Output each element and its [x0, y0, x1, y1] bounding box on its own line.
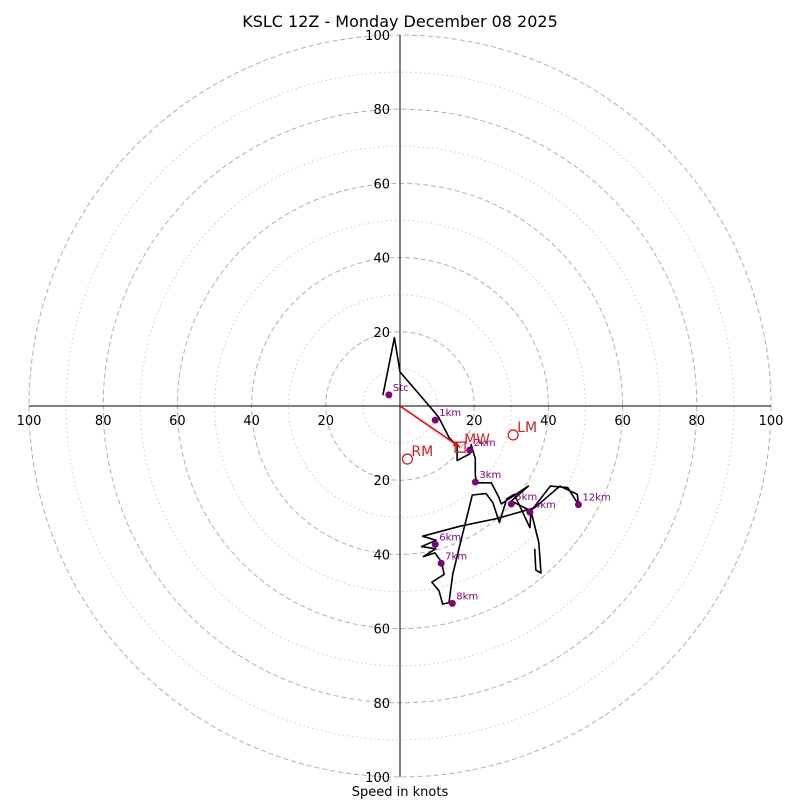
motion-label: MW [464, 432, 490, 448]
height-marker [448, 599, 456, 607]
tick-label-bottom: 100 [365, 771, 390, 786]
motion-label: LM [517, 420, 537, 436]
hodograph-trace [382, 336, 580, 605]
height-label: 1km [439, 408, 461, 419]
height-point-6km: 6km [431, 532, 461, 548]
height-marker [507, 500, 515, 508]
tick-label-bottom: 20 [373, 474, 390, 489]
storm-motion-lm: LM [507, 420, 537, 441]
tick-label-top: 20 [373, 326, 390, 341]
motion-label: RM [411, 444, 433, 460]
height-label: 3km [479, 470, 501, 481]
height-label: 12km [582, 493, 610, 504]
tick-label-left: 60 [169, 414, 186, 429]
tick-label-left: 20 [318, 414, 335, 429]
mean-wind-arrow-shaft [399, 405, 461, 448]
height-marker [471, 478, 479, 486]
height-label: 8km [456, 591, 478, 602]
height-label: 5km [515, 492, 537, 503]
height-marker [437, 559, 445, 567]
storm-motion-markers: RM LM MW [401, 420, 537, 465]
tick-label-bottom: 60 [373, 623, 390, 638]
height-label: 2km [474, 438, 496, 449]
tick-labels: 100 80 60 40 20 20 40 60 80 100 20 40 60 80 100 20 40 60 8… [17, 29, 784, 786]
x-axis-label: Speed in knots [352, 785, 449, 800]
height-marker [466, 446, 474, 454]
height-label: 4km [534, 500, 556, 511]
tick-label-top: 100 [365, 29, 390, 44]
tick-spacer [364, 101, 365, 102]
height-marker [431, 540, 439, 548]
motion-marker [507, 429, 519, 441]
height-label: 6km [439, 532, 461, 543]
motion-marker [454, 441, 466, 453]
height-marker [574, 501, 582, 509]
tick-label-right: 80 [689, 414, 706, 429]
tick-label-right: 40 [540, 414, 557, 429]
height-point-12km: 12km [574, 493, 611, 509]
motion-marker [401, 453, 414, 465]
tick-label-bottom: 40 [373, 548, 390, 563]
height-point-5km: 5km [507, 492, 537, 508]
tick-spacer [364, 175, 365, 176]
storm-motion-rm: RM [401, 444, 433, 465]
height-point-8km: 8km [448, 591, 478, 607]
height-marker [431, 416, 439, 424]
tick-label-top: 60 [373, 177, 390, 192]
tick-spacer [364, 250, 365, 251]
tick-label-right: 20 [466, 414, 483, 429]
hodograph-trace-layer [382, 336, 580, 605]
tick-label-left: 100 [17, 414, 42, 429]
tick-label-right: 100 [759, 414, 784, 429]
tick-label-top: 80 [373, 103, 390, 118]
height-point-7km: 7km [437, 551, 467, 567]
chart-title: KSLC 12Z - Monday December 08 2025 [242, 12, 558, 31]
height-point-3km: 3km [471, 470, 501, 486]
height-point-4km: 4km [526, 500, 556, 516]
height-point-2km: 2km [466, 438, 496, 454]
height-marker [385, 391, 393, 399]
tick-label-left: 80 [95, 414, 112, 429]
storm-motion-mw: MW [454, 432, 490, 453]
height-label: Stc [393, 383, 409, 394]
tick-label-left: 40 [243, 414, 260, 429]
tick-label-top: 40 [373, 252, 390, 267]
tick-label-right: 60 [614, 414, 631, 429]
height-label: 7km [445, 551, 467, 562]
height-point-1km: 1km [431, 408, 461, 424]
tick-spacer [364, 324, 365, 325]
tick-label-bottom: 80 [373, 697, 390, 712]
height-marker [526, 508, 534, 516]
height-point-stc: Stc [385, 383, 409, 399]
